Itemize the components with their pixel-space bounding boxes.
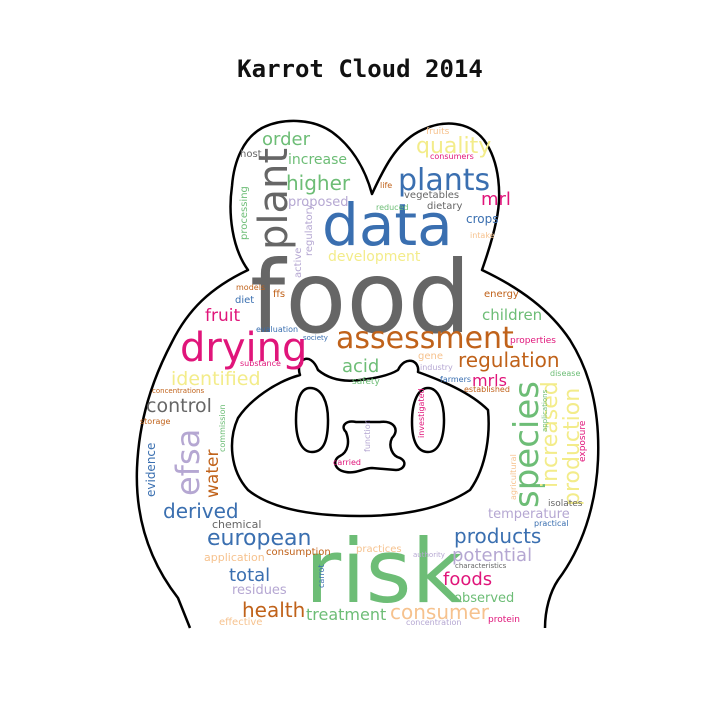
- word-regulation: regulation: [458, 348, 560, 372]
- word-practices: practices: [356, 544, 402, 555]
- word-reduced: reduced: [376, 203, 409, 212]
- word-foods: foods: [443, 569, 493, 590]
- word-health: health: [242, 598, 306, 622]
- word-authority: authority: [413, 551, 445, 559]
- word-storage: storage: [140, 417, 171, 426]
- word-water: water: [203, 449, 223, 498]
- word-order: order: [262, 129, 310, 150]
- word-evidence: evidence: [144, 442, 158, 497]
- word-fruit: fruit: [205, 306, 241, 326]
- word-vegetables: vegetables: [404, 190, 460, 201]
- word-industry: industry: [420, 363, 453, 372]
- word-concentration: concentration: [406, 618, 462, 627]
- word-potential: potential: [452, 545, 533, 566]
- word-carrot: carrot: [317, 564, 326, 588]
- bunny-outline: [135, 119, 600, 629]
- word-society: society: [303, 334, 328, 342]
- word-active: active: [293, 247, 304, 278]
- word-european: european: [207, 526, 312, 551]
- word-function: function: [363, 419, 372, 452]
- word-investigated: investigated: [417, 388, 426, 438]
- word-diet: diet: [235, 295, 255, 306]
- word-acid: acid: [342, 356, 380, 377]
- word-derived: derived: [163, 499, 239, 523]
- word-fruits: fruits: [426, 127, 450, 137]
- word-carried: carried: [333, 458, 361, 467]
- word-farmers: farmers: [440, 375, 472, 384]
- word-commission: commission: [218, 404, 227, 452]
- word-models: models: [236, 283, 266, 292]
- word-concentrations: concentrations: [152, 387, 205, 395]
- word-application: application: [204, 551, 265, 564]
- chart-title: Karrot Cloud 2014: [237, 55, 483, 83]
- word-products: products: [454, 524, 542, 548]
- word-total: total: [229, 565, 271, 586]
- word-residues: residues: [232, 583, 287, 598]
- word-disease: disease: [550, 369, 581, 378]
- word-host: host: [240, 149, 262, 160]
- word-exposure: exposure: [578, 420, 588, 462]
- word-efsa: efsa: [169, 428, 207, 496]
- word-applications: applications: [541, 389, 549, 432]
- word-effective: effective: [219, 617, 263, 628]
- word-children: children: [482, 306, 543, 324]
- word-consumers: consumers: [430, 152, 474, 161]
- word-substance: substance: [240, 359, 281, 368]
- word-higher: higher: [286, 171, 351, 195]
- word-practical: practical: [534, 519, 569, 528]
- word-observed: observed: [454, 591, 515, 606]
- word-development: development: [328, 249, 421, 265]
- word-crops: crops: [466, 212, 499, 226]
- word-data: data: [322, 191, 453, 259]
- word-consumption: consumption: [266, 547, 331, 558]
- word-dietary: dietary: [427, 201, 463, 212]
- nose-mouth-outline: [333, 420, 406, 474]
- word-protein: protein: [488, 615, 520, 625]
- word-chemical: chemical: [212, 518, 262, 531]
- word-treatment: treatment: [306, 605, 387, 624]
- word-risk: risk: [305, 520, 463, 623]
- word-safety: safety: [352, 377, 380, 387]
- word-mrl: mrl: [481, 189, 511, 210]
- word-consumer: consumer: [390, 600, 490, 624]
- word-life: life: [380, 181, 393, 190]
- word-temperature: temperature: [488, 507, 570, 522]
- word-control: control: [146, 395, 212, 417]
- word-established: established: [464, 385, 510, 394]
- word-mrls: mrls: [472, 371, 507, 390]
- word-quality: quality: [416, 134, 492, 159]
- word-assessment: assessment: [336, 321, 514, 356]
- word-characteristics: characteristics: [455, 562, 507, 570]
- face-outline: [230, 357, 490, 518]
- left-eye-outline: [294, 386, 330, 454]
- word-energy: energy: [484, 289, 519, 300]
- word-plants: plants: [398, 163, 491, 198]
- word-identified: identified: [171, 368, 261, 390]
- word-properties: properties: [510, 336, 556, 346]
- word-increase: increase: [288, 152, 348, 168]
- word-gene: gene: [418, 351, 443, 362]
- right-eye-outline: [410, 386, 446, 454]
- word-processing: processing: [239, 186, 250, 240]
- word-isolates: isolates: [548, 499, 583, 509]
- word-proposed: proposed: [288, 195, 349, 210]
- word-ffs: ffs: [273, 289, 286, 300]
- word-agricultural: agricultural: [509, 454, 518, 500]
- word-food: food: [250, 239, 472, 356]
- word-evaluation: evaluation: [256, 325, 299, 334]
- word-regulatory: regulatory: [304, 204, 315, 256]
- word-intake: intake: [470, 231, 495, 240]
- word-drying: drying: [180, 325, 308, 371]
